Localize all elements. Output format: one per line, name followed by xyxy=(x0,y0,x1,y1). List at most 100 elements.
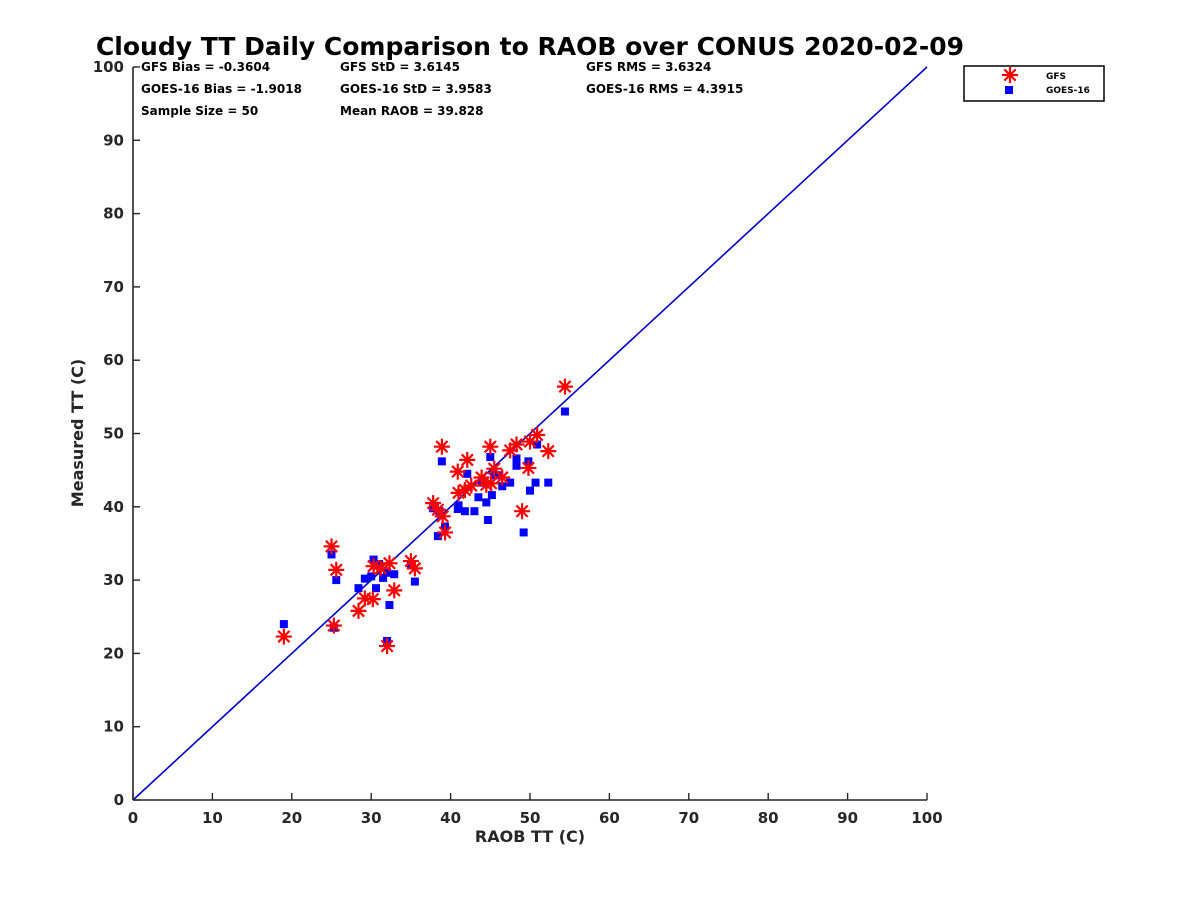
stats-block: GFS Bias = -0.3604 GFS StD = 3.6145 GFS RM… xyxy=(141,60,743,118)
stat-r2-c0: Sample Size = 50 xyxy=(141,104,258,118)
goes16-point-27 xyxy=(474,493,483,502)
reference-line xyxy=(132,66,928,801)
gfs-point-33 xyxy=(520,459,537,476)
goes16-point-42 xyxy=(531,478,540,487)
x-tick-label-10: 10 xyxy=(202,809,223,827)
x-tick-label-70: 70 xyxy=(678,809,699,827)
goes16-point-36 xyxy=(506,478,515,487)
goes16-point-18 xyxy=(433,532,442,541)
gfs-point-18 xyxy=(437,524,454,541)
gfs-point-3 xyxy=(328,561,345,578)
gfs-point-1 xyxy=(323,538,340,555)
gfs-point-11 xyxy=(386,582,403,599)
gfs-point-6 xyxy=(364,591,381,608)
y-tick-label-60: 60 xyxy=(103,351,124,369)
stat-r1-c2: GOES-16 RMS = 4.3915 xyxy=(586,82,743,96)
x-tick-label-0: 0 xyxy=(128,809,138,827)
gfs-point-10 xyxy=(381,555,398,572)
goes16-point-0 xyxy=(279,620,288,629)
gfs-point-29 xyxy=(494,469,511,486)
legend-box xyxy=(963,65,1105,102)
goes16-point-5 xyxy=(360,574,369,583)
series-layer xyxy=(275,378,573,655)
goes16-point-32 xyxy=(487,491,496,500)
legend: GFS GOES-16 xyxy=(963,65,1105,102)
legend-marker-goes16 xyxy=(1005,86,1013,94)
stat-r1-c1: GOES-16 StD = 3.9583 xyxy=(340,82,492,96)
y-tick-label-50: 50 xyxy=(103,425,124,443)
goes16-point-35 xyxy=(498,482,507,491)
goes16-point-44 xyxy=(544,478,553,487)
y-tick-label-20: 20 xyxy=(103,644,124,662)
x-tick-label-60: 60 xyxy=(599,809,620,827)
stat-r0-c2: GFS RMS = 3.6324 xyxy=(586,60,711,74)
goes16-point-12 xyxy=(383,568,392,577)
x-tick-label-90: 90 xyxy=(837,809,858,827)
goes16-point-31 xyxy=(486,452,495,461)
y-tick-label-10: 10 xyxy=(103,718,124,736)
gfs-point-35 xyxy=(529,426,546,443)
gfs-point-8 xyxy=(372,560,389,577)
goes16-point-38 xyxy=(512,454,521,463)
gfs-point-23 xyxy=(463,477,480,494)
stat-r2-c1: Mean RAOB = 39.828 xyxy=(340,104,484,118)
gfs-point-17 xyxy=(434,508,451,525)
x-tick-label-100: 100 xyxy=(911,809,942,827)
x-tick-label-80: 80 xyxy=(758,809,779,827)
gfs-point-16 xyxy=(433,438,450,455)
gfs-point-36 xyxy=(540,443,557,460)
gfs-point-31 xyxy=(508,436,525,453)
y-tick-label-70: 70 xyxy=(103,278,124,296)
gfs-point-12 xyxy=(402,553,419,570)
goes16-point-43 xyxy=(533,440,542,449)
reference-line-layer xyxy=(132,66,928,801)
gfs-point-9 xyxy=(379,638,396,655)
gfs-point-27 xyxy=(483,475,500,492)
goes16-point-14 xyxy=(390,570,399,579)
goes16-point-3 xyxy=(332,576,341,585)
goes16-point-13 xyxy=(385,601,394,610)
goes16-point-37 xyxy=(512,461,521,470)
gfs-point-26 xyxy=(482,438,499,455)
goes16-point-16 xyxy=(410,577,419,586)
goes16-point-8 xyxy=(371,584,380,593)
legend-label-gfs: GFS xyxy=(1046,72,1066,82)
goes16-point-39 xyxy=(519,528,528,537)
gfs-point-13 xyxy=(406,560,423,577)
y-tick-label-100: 100 xyxy=(93,58,124,76)
goes16-point-41 xyxy=(526,486,534,495)
series-gfs xyxy=(275,378,573,655)
goes16-point-6 xyxy=(367,572,376,581)
chart-title: Cloudy TT Daily Comparison to RAOB over … xyxy=(96,32,964,61)
legend-asterisk-gfs xyxy=(1002,67,1018,83)
ticks-layer: 0 10 20 30 40 50 60 70 80 90 100 0 10 20 30 40 50 60 70 80 9… xyxy=(93,58,943,827)
legend-square-goes16 xyxy=(1005,86,1013,94)
gfs-point-0 xyxy=(275,628,292,645)
goes16-point-9 xyxy=(375,559,384,568)
stat-r0-c1: GFS StD = 3.6145 xyxy=(340,60,460,74)
y-tick-label-90: 90 xyxy=(103,131,124,149)
y-tick-label-0: 0 xyxy=(114,791,124,809)
goes16-point-25 xyxy=(463,469,472,478)
x-tick-label-40: 40 xyxy=(440,809,461,827)
y-tick-label-30: 30 xyxy=(103,571,124,589)
gfs-point-2 xyxy=(325,617,342,634)
stat-r0-c0: GFS Bias = -0.3604 xyxy=(141,60,270,74)
x-tick-label-30: 30 xyxy=(361,809,382,827)
y-tick-label-80: 80 xyxy=(103,205,124,223)
x-tick-label-50: 50 xyxy=(520,809,541,827)
goes16-point-30 xyxy=(483,515,492,524)
x-axis-label: RAOB TT (C) xyxy=(475,827,585,846)
goes16-point-45 xyxy=(560,407,569,416)
x-tick-label-20: 20 xyxy=(281,809,302,827)
goes16-point-4 xyxy=(354,584,363,593)
goes16-point-24 xyxy=(460,507,469,516)
stat-r1-c0: GOES-16 Bias = -1.9018 xyxy=(141,82,302,96)
gfs-point-37 xyxy=(556,378,573,395)
legend-label-goes16: GOES-16 xyxy=(1046,86,1090,96)
goes16-point-26 xyxy=(470,507,479,516)
y-tick-label-40: 40 xyxy=(103,498,124,516)
goes16-point-23 xyxy=(454,501,463,510)
gfs-point-32 xyxy=(514,503,531,520)
